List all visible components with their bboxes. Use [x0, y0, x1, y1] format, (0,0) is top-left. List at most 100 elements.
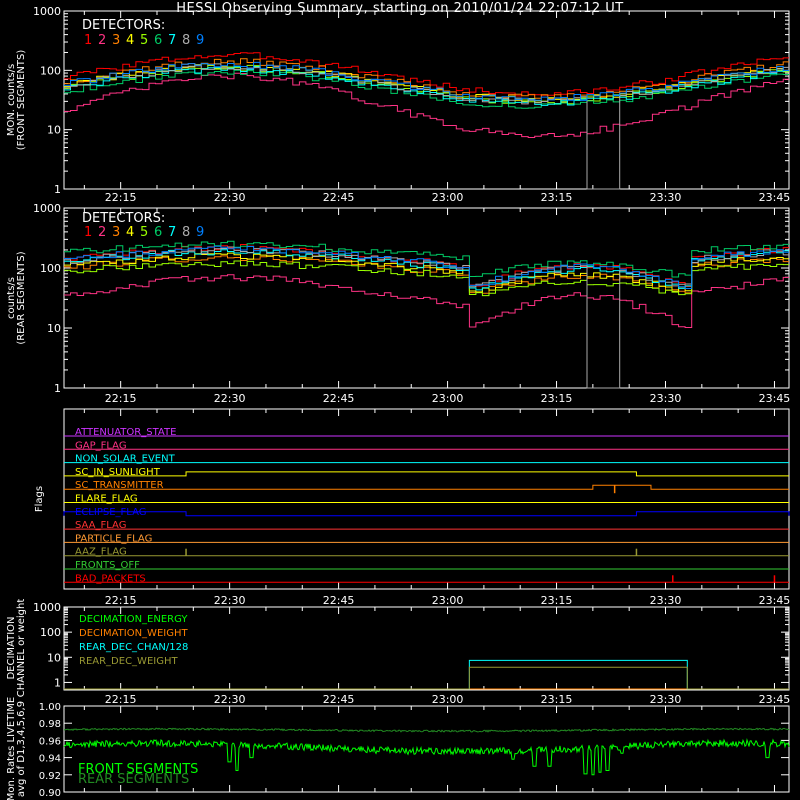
x-tick-label: 23:00 — [432, 191, 464, 204]
decimation-legend-1: DECIMATION_WEIGHT — [79, 628, 188, 639]
detector-legend-4: 4 — [126, 33, 134, 48]
decimation-panel-frame — [63, 606, 790, 691]
flag-label: GAP_FLAG — [75, 440, 127, 451]
y-tick-label: 0.92 — [39, 771, 61, 782]
detector-legend-1: 1 — [84, 225, 92, 240]
x-tick-label: 22:30 — [214, 392, 246, 405]
x-tick-label: 22:45 — [323, 191, 355, 204]
y-tick-label: 1000 — [33, 202, 61, 215]
detector-5-curve — [64, 260, 789, 297]
detector-legend-2: 2 — [98, 33, 106, 48]
detector-legend-3: 3 — [112, 33, 120, 48]
flag-label: AAZ_FLAG — [75, 547, 127, 558]
y-tick-label: 1000 — [33, 601, 61, 614]
detector-legend-8: 8 — [182, 225, 190, 240]
y-tick-label: 100 — [40, 262, 61, 275]
x-tick-label: 23:45 — [759, 392, 791, 405]
y-tick-label: 0.94 — [39, 754, 61, 765]
y-tick-label: 10 — [47, 124, 61, 137]
livetime-series — [64, 727, 790, 733]
flag-label: PARTICLE_FLAG — [75, 533, 152, 544]
detector-legend-4: 4 — [126, 225, 134, 240]
x-tick-label: 22:15 — [105, 594, 137, 607]
flag-line — [64, 484, 789, 490]
detector-8-curve — [64, 246, 789, 389]
x-tick-label: 22:30 — [214, 594, 246, 607]
x-tick-label: 23:15 — [541, 693, 573, 706]
detector-legend-9: 9 — [196, 225, 204, 240]
y-tick-label: 100 — [40, 626, 61, 639]
flag-label: NON_SOLAR_EVENT — [75, 454, 176, 465]
livetime-ylabel-1: Mon. Rates LIVETIME — [6, 697, 17, 800]
flag-line — [63, 511, 790, 517]
detector-2-curve — [64, 72, 789, 138]
livetime-legend-0: FRONT SEGMENTS — [78, 762, 198, 777]
x-tick-label: 22:45 — [323, 392, 355, 405]
detector-6-curve — [64, 69, 789, 109]
decimation-series — [64, 666, 789, 690]
flag-label: FRONTS_OFF — [75, 560, 140, 571]
x-tick-label: 23:45 — [759, 693, 791, 706]
y-tick-label: 0.90 — [39, 788, 61, 799]
x-tick-label: 22:30 — [214, 191, 246, 204]
x-tick-label: 23:30 — [650, 693, 682, 706]
detector-legend-1: 1 — [84, 33, 92, 48]
y-tick-label: 0.96 — [39, 736, 61, 747]
y-tick-label: 10 — [47, 322, 61, 335]
flags-ylabel: Flags — [34, 486, 45, 512]
x-tick-label: 23:45 — [759, 594, 791, 607]
y-tick-label: 100 — [40, 64, 61, 77]
flag-label: SC_IN_SUNLIGHT — [75, 467, 161, 478]
x-tick-label: 23:15 — [541, 392, 573, 405]
y-tick-label: 1 — [54, 183, 61, 196]
x-tick-label: 23:45 — [759, 191, 791, 204]
front-ylabel-2: (FRONT SEGMENTS) — [16, 50, 27, 151]
y-tick-label: 0.98 — [39, 719, 61, 730]
rear-panel-frame — [63, 207, 790, 389]
y-tick-label: 1000 — [33, 5, 61, 18]
flags-panel-frame — [63, 408, 790, 590]
x-tick-label: 23:30 — [650, 191, 682, 204]
detector-legend-8: 8 — [182, 33, 190, 48]
detector-4-curve — [64, 252, 789, 294]
detector-9-curve — [64, 61, 789, 101]
x-tick-label: 22:15 — [105, 191, 137, 204]
front-legend-title: DETECTORS: — [82, 18, 165, 33]
livetime-series — [63, 738, 790, 776]
rear-ylabel-1: counts/s — [6, 277, 17, 319]
x-tick-label: 22:15 — [105, 693, 137, 706]
livetime-ylabel-2: avg of D1,3,4,5,6,9 — [16, 701, 27, 797]
livetime-panel-frame — [63, 705, 790, 793]
front-panel-frame — [63, 10, 790, 190]
x-tick-label: 23:30 — [650, 392, 682, 405]
flag-line — [64, 471, 789, 477]
detector-legend-6: 6 — [154, 225, 162, 240]
detector-1-curve — [64, 52, 789, 97]
flag-label: SC_TRANSMITTER — [75, 480, 164, 491]
decimation-legend-2: REAR_DEC_CHAN/128 — [79, 642, 188, 653]
detector-4-curve — [64, 63, 789, 103]
detector-legend-5: 5 — [140, 225, 148, 240]
detector-legend-6: 6 — [154, 33, 162, 48]
front-ylabel-1: MON. counts/s — [6, 64, 17, 136]
y-tick-label: 1 — [54, 382, 61, 395]
detector-legend-9: 9 — [196, 33, 204, 48]
x-tick-label: 23:00 — [432, 693, 464, 706]
flag-label: ATTENUATOR_STATE — [75, 427, 176, 438]
detector-legend-5: 5 — [140, 33, 148, 48]
detector-legend-2: 2 — [98, 225, 106, 240]
flag-label: SAA_FLAG — [75, 520, 126, 531]
x-tick-label: 22:45 — [323, 693, 355, 706]
detector-9-curve — [64, 245, 789, 289]
detector-legend-7: 7 — [168, 33, 176, 48]
detector-legend-7: 7 — [168, 225, 176, 240]
x-tick-label: 23:30 — [650, 594, 682, 607]
x-tick-label: 23:15 — [541, 594, 573, 607]
detector-6-curve — [64, 240, 789, 278]
livetime-legend-1: REAR SEGMENTS — [78, 772, 189, 787]
y-tick-label: 1.00 — [39, 702, 61, 713]
x-tick-label: 23:00 — [432, 392, 464, 405]
detector-legend-3: 3 — [112, 225, 120, 240]
x-tick-label: 23:15 — [541, 191, 573, 204]
